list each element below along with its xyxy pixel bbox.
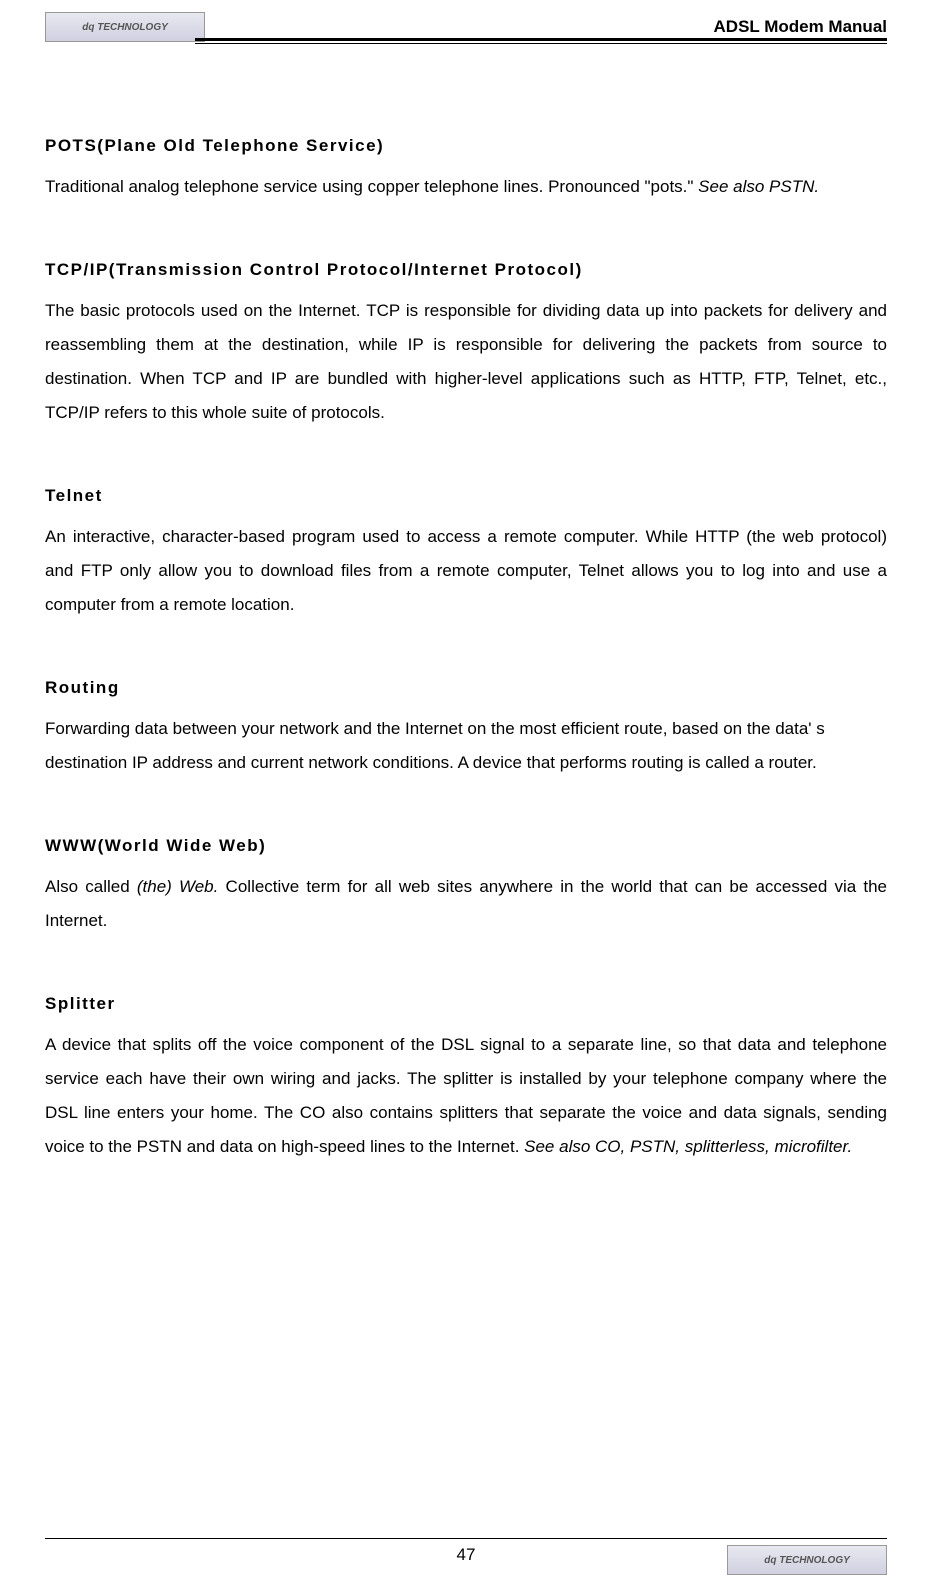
term-heading: Telnet: [45, 486, 887, 506]
glossary-entry: TCP/IP(Transmission Control Protocol/Int…: [45, 260, 887, 430]
term-heading: Splitter: [45, 994, 887, 1014]
term-definition: An interactive, character-based program …: [45, 520, 887, 622]
glossary-entry: Splitter A device that splits off the vo…: [45, 994, 887, 1164]
term-heading: TCP/IP(Transmission Control Protocol/Int…: [45, 260, 887, 280]
term-heading: POTS(Plane Old Telephone Service): [45, 136, 887, 156]
definition-italic: See also CO, PSTN, splitterless, microfi…: [524, 1137, 852, 1156]
term-definition: The basic protocols used on the Internet…: [45, 294, 887, 430]
content: POTS(Plane Old Telephone Service) Tradit…: [45, 44, 887, 1538]
glossary-entry: POTS(Plane Old Telephone Service) Tradit…: [45, 136, 887, 204]
definition-italic: (the) Web.: [137, 877, 219, 896]
term-definition: Also called (the) Web. Collective term f…: [45, 870, 887, 938]
term-definition: Forwarding data between your network and…: [45, 712, 887, 780]
term-definition: Traditional analog telephone service usi…: [45, 170, 887, 204]
term-heading: Routing: [45, 678, 887, 698]
definition-text: Forwarding data between your network and…: [45, 719, 825, 772]
header-logo: dq TECHNOLOGY: [45, 12, 205, 42]
header-title: ADSL Modem Manual: [714, 17, 887, 37]
definition-text: An interactive, character-based program …: [45, 527, 887, 614]
definition-text: Traditional analog telephone service usi…: [45, 177, 698, 196]
definition-text: The basic protocols used on the Internet…: [45, 301, 887, 422]
footer-rule: [45, 1538, 887, 1539]
glossary-entry: Routing Forwarding data between your net…: [45, 678, 887, 780]
footer-logo: dq TECHNOLOGY: [727, 1545, 887, 1575]
glossary-entry: WWW(World Wide Web) Also called (the) We…: [45, 836, 887, 938]
definition-italic: See also PSTN.: [698, 177, 819, 196]
definition-text: Also called: [45, 877, 137, 896]
term-heading: WWW(World Wide Web): [45, 836, 887, 856]
page-container: dq TECHNOLOGY ADSL Modem Manual POTS(Pla…: [0, 0, 932, 1590]
header-rule-thick: [195, 38, 887, 41]
glossary-entry: Telnet An interactive, character-based p…: [45, 486, 887, 622]
term-definition: A device that splits off the voice compo…: [45, 1028, 887, 1164]
